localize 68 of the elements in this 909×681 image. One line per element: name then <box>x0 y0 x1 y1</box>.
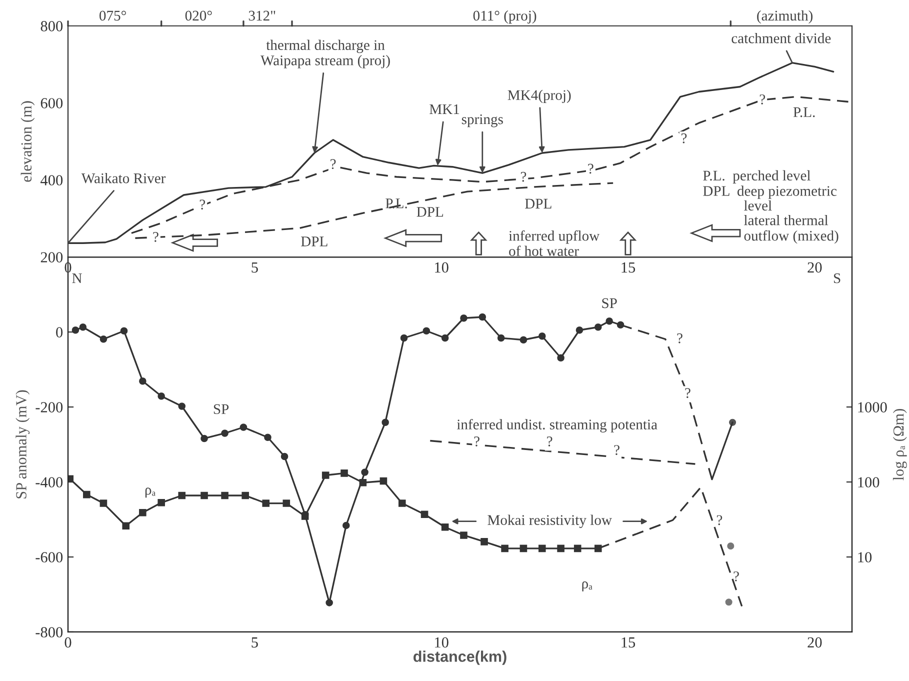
annotation: N <box>72 273 82 284</box>
y-axis-title: SP anomaly (mV) <box>16 390 30 498</box>
y2-tick-label: 1000 <box>858 402 887 412</box>
y-tick-label: -200 <box>36 402 63 412</box>
y2-tick-label: 100 <box>858 477 880 488</box>
annotation: DPL <box>301 236 328 246</box>
x-tick-label: 0 <box>64 637 72 648</box>
annotation: lateral thermal <box>744 214 828 226</box>
annotation: inferred upflow of hot water <box>508 230 600 256</box>
annotation: P.L. perched level <box>703 170 810 184</box>
y-tick-label: -400 <box>36 477 63 488</box>
text: 011° (proj) <box>473 10 536 24</box>
y-tick-label: 400 <box>40 175 63 186</box>
annotation: DPL <box>416 207 444 217</box>
x-tick-label: 15 <box>622 637 636 648</box>
annotation: ? <box>200 200 206 210</box>
annotation: Waikato River <box>81 172 166 184</box>
annotation: ? <box>760 94 766 104</box>
annotation: MK1 <box>430 104 460 114</box>
x-tick-label: 10 <box>435 262 448 273</box>
annotation: ? <box>734 571 739 582</box>
y-tick-label: 800 <box>40 21 63 32</box>
x-tick-label: 20 <box>808 262 822 273</box>
text: 312" <box>248 10 276 21</box>
annotation: ? <box>677 333 682 344</box>
annotation: ? <box>153 232 158 242</box>
x-axis-title: distance(km) <box>414 650 506 665</box>
annotation: MK4(proj) <box>508 90 571 103</box>
annotation: thermal discharge in Waipapa stream (proj) <box>260 40 390 68</box>
annotation: S <box>834 273 840 284</box>
annotation: ? <box>716 515 722 526</box>
annotation: SP <box>602 298 617 308</box>
annotation: catchment divide <box>732 32 831 44</box>
x-tick-label: 10 <box>435 637 448 648</box>
y-tick-label: 600 <box>40 98 63 108</box>
annotation: ? <box>330 159 336 170</box>
annotation: outflow (mixed) <box>744 230 838 244</box>
annotation: springs <box>462 114 503 128</box>
text: 075° <box>100 10 126 21</box>
x-tick-label: 5 <box>252 262 258 273</box>
annotation: ρₐ <box>582 581 592 592</box>
annotation: ? <box>588 164 594 174</box>
y-axis-title: elevation (m) <box>20 101 35 182</box>
x-tick-label: 5 <box>252 637 258 648</box>
annotation: P.L. <box>793 107 815 118</box>
x-tick-label: 15 <box>622 262 636 273</box>
annotation: ? <box>520 172 526 182</box>
y-tick-label: -600 <box>36 552 63 562</box>
annotation: P.L. <box>386 198 407 208</box>
annotation: ? <box>614 445 620 455</box>
annotation: ρₐ <box>145 488 156 498</box>
x-tick-label: 20 <box>808 637 822 648</box>
y-tick-label: 200 <box>40 252 63 262</box>
text: (azimuth) <box>757 10 813 24</box>
annotation: SP <box>214 404 229 414</box>
annotation: level <box>744 200 772 211</box>
annotation: ? <box>682 133 687 144</box>
annotation: DPL deep piezometric <box>703 186 837 199</box>
annotation: ? <box>474 436 480 446</box>
text: 020° <box>185 10 212 21</box>
y-tick-label: 0 <box>56 327 63 338</box>
y-tick-label: -800 <box>36 627 63 638</box>
y2-tick-label: 10 <box>858 552 872 562</box>
annotation: inferred undist. streaming potentia <box>456 419 658 432</box>
y2-axis-title: log ρₐ (Ωm) <box>892 408 907 480</box>
annotation: ? <box>547 436 552 446</box>
annotation: Mokai resistivity low <box>488 514 612 528</box>
annotation: DPL <box>525 198 552 208</box>
